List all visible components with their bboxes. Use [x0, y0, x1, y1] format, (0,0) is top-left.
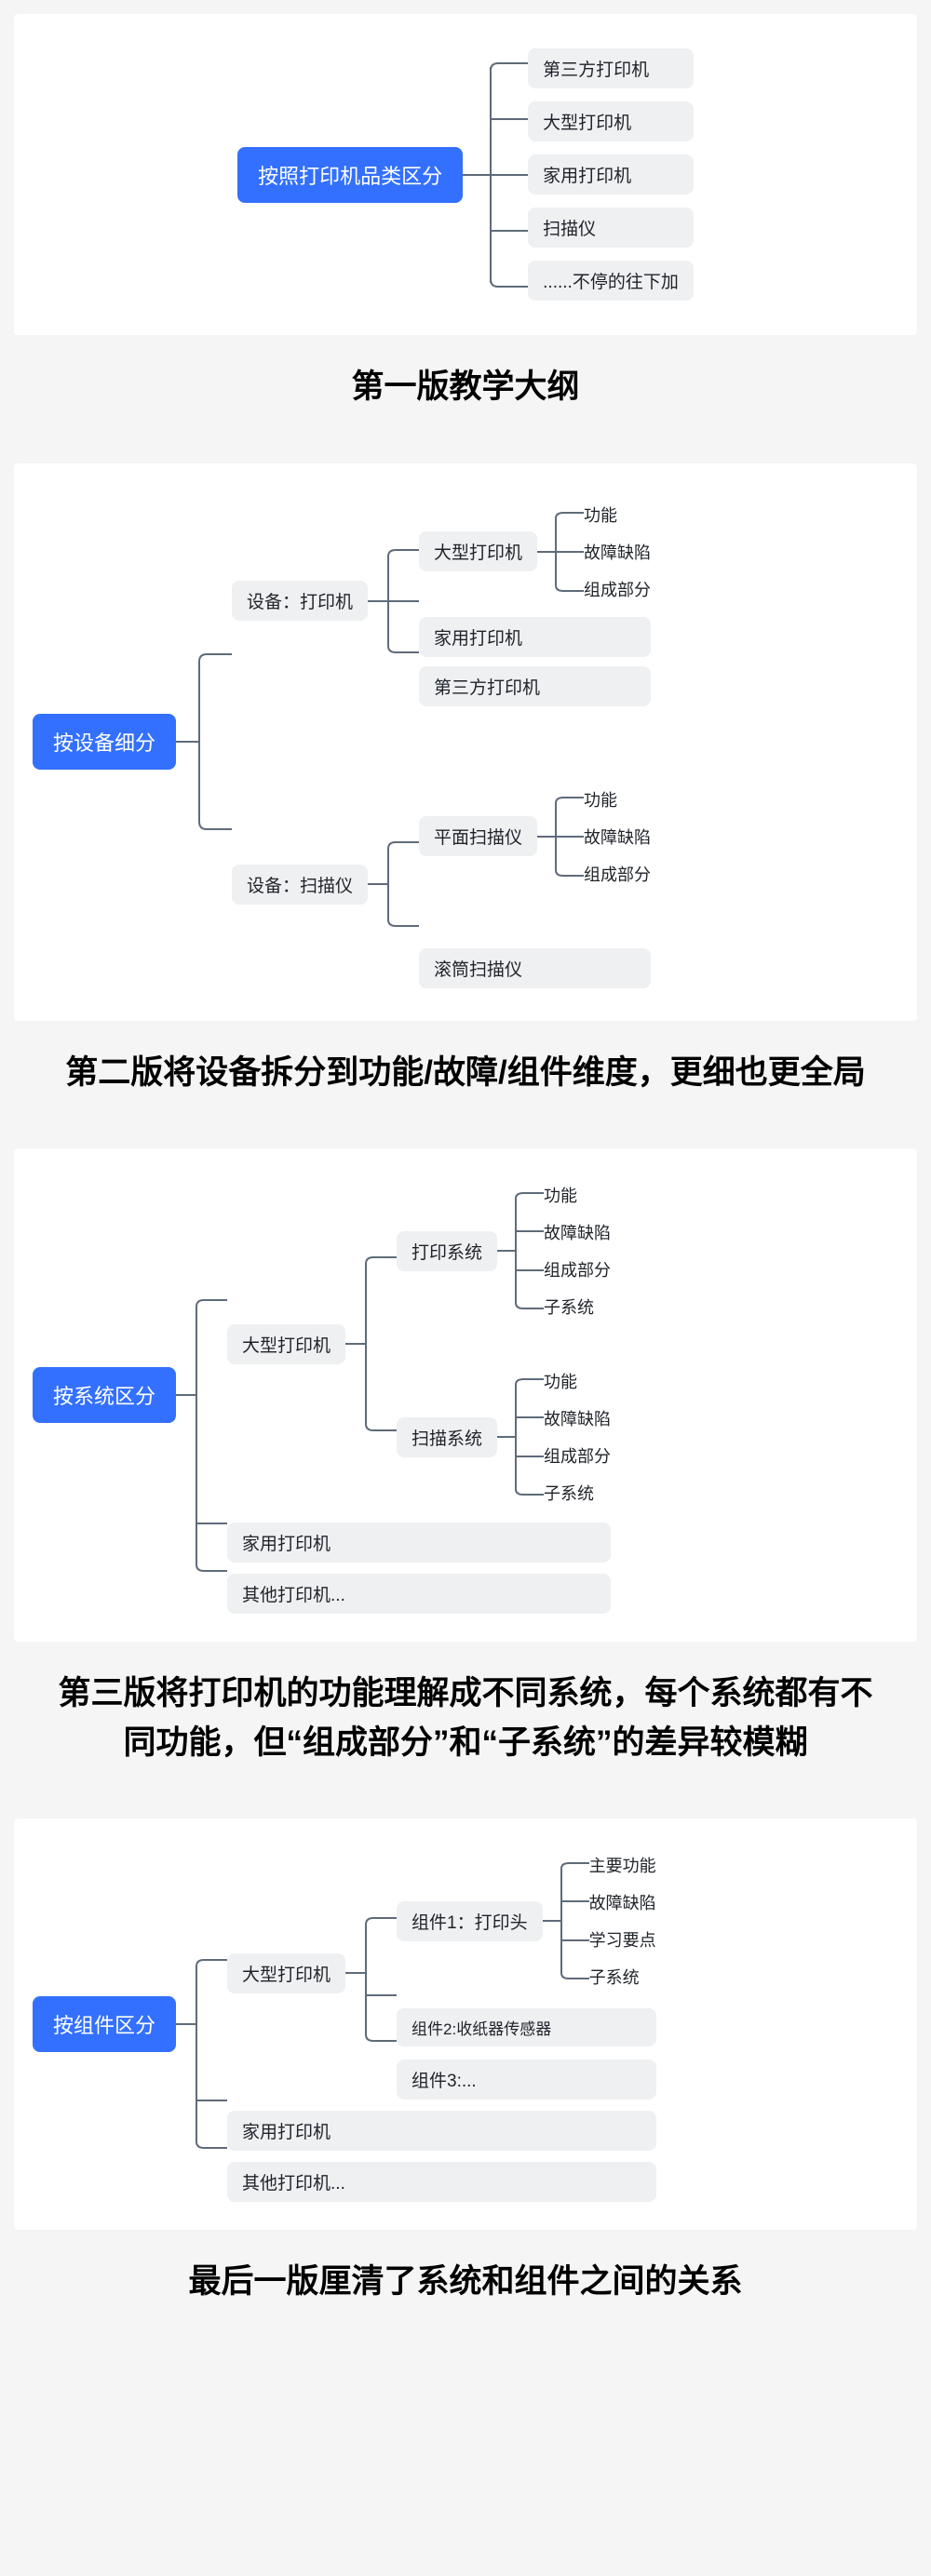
connector	[368, 536, 419, 666]
system-node: 打印系统	[397, 1231, 497, 1271]
level-1: 大型打印机 组件1：打印头 主要功能 故障缺陷 学习要点	[227, 1846, 656, 2202]
type-node: 滚筒扫描仪	[419, 948, 651, 988]
connector	[176, 602, 232, 881]
printer-node: 家用打印机	[227, 1523, 611, 1563]
leaf-group: 功能 故障缺陷 组成部分	[584, 781, 651, 892]
level-1: 大型打印机 打印系统 功能 故障缺陷 组成部分 子系统	[227, 1176, 611, 1614]
component-node: 组件1：打印头	[397, 1901, 543, 1941]
leaf: 组成部分	[584, 860, 651, 888]
leaf-group: 功能 故障缺陷 组成部分 子系统	[544, 1362, 611, 1511]
child-node: 扫描仪	[528, 208, 694, 248]
leaf: 子系统	[589, 1963, 656, 1991]
leaf: 功能	[584, 785, 651, 813]
root-node: 按系统区分	[33, 1367, 176, 1423]
caption-1: 第一版教学大纲	[0, 349, 931, 449]
caption-3: 第三版将打印机的功能理解成不同系统，每个系统都有不同功能，但“组成部分”和“子系…	[0, 1656, 931, 1805]
component-node: 组件3:...	[397, 2059, 656, 2100]
connector	[345, 1880, 397, 2066]
leaf: 功能	[584, 501, 651, 529]
leaf: 子系统	[544, 1479, 611, 1507]
root-node: 按照打印机品类区分	[237, 147, 463, 203]
leaf: 主要功能	[589, 1851, 656, 1879]
leaf: 功能	[544, 1181, 611, 1209]
child-node: 大型打印机	[528, 101, 694, 141]
type-node: 家用打印机	[419, 617, 651, 657]
leaf: 故障缺陷	[589, 1888, 656, 1916]
leaf: 功能	[544, 1367, 611, 1395]
connector	[543, 1856, 589, 1986]
leaf: 组成部分	[544, 1442, 611, 1469]
diagram-3: 按系统区分 大型打印机 打印系统 功能	[14, 1148, 917, 1642]
printer-node: 其他打印机...	[227, 1574, 611, 1614]
leaf-group: 功能 故障缺陷 组成部分 子系统	[544, 1176, 611, 1325]
root-node: 按设备细分	[33, 714, 176, 770]
leaf: 故障缺陷	[544, 1218, 611, 1246]
caption-2: 第二版将设备拆分到功能/故障/组件维度，更细也更全局	[0, 1035, 931, 1135]
system-node: 扫描系统	[397, 1417, 497, 1457]
leaf-group: 主要功能 故障缺陷 学习要点 子系统	[589, 1846, 656, 1995]
printer-node: 其他打印机...	[227, 2162, 656, 2202]
connector	[345, 1195, 397, 1493]
connector	[176, 1875, 227, 2173]
diagram-4: 按组件区分 大型打印机 组件1：打印头 主要功能	[14, 1818, 917, 2230]
printer-node: 大型打印机	[227, 1324, 345, 1364]
leaf: 组成部分	[584, 575, 651, 603]
connector	[176, 1190, 227, 1600]
child-node: 第三方打印机	[528, 48, 694, 88]
type-node: 第三方打印机	[419, 666, 651, 706]
leaf: 故障缺陷	[584, 823, 651, 851]
root-node: 按组件区分	[33, 1996, 176, 2052]
leaf: 故障缺陷	[544, 1404, 611, 1432]
connector	[537, 790, 584, 883]
type-node: 大型打印机	[419, 531, 537, 571]
leaf: 组成部分	[544, 1255, 611, 1283]
connector	[537, 505, 584, 598]
device-node: 设备：扫描仪	[232, 865, 368, 905]
diagram-1: 按照打印机品类区分 第三方打印机 大型打印机 家用打印机 扫描仪 ......不…	[14, 14, 917, 335]
device-node: 设备：打印机	[232, 581, 368, 621]
printer-types: 大型打印机 功能 故障缺陷 组成部分 家用打印机 第三方打印机	[419, 491, 651, 711]
leaf: 学习要点	[589, 1925, 656, 1953]
type-node: 平面扫描仪	[419, 816, 537, 856]
diagram-2: 按设备细分 设备：打印机 大型打印机 功能	[14, 463, 917, 1021]
level-1: 设备：打印机 大型打印机 功能 故障缺陷 组成部分	[232, 491, 651, 993]
leaf: 故障缺陷	[584, 538, 651, 566]
connector	[368, 828, 419, 940]
systems: 打印系统 功能 故障缺陷 组成部分 子系统 扫描系统	[397, 1176, 611, 1511]
printer-node: 家用打印机	[227, 2111, 656, 2151]
components: 组件1：打印头 主要功能 故障缺陷 学习要点 子系统 组件2:收纸器传感器 组件…	[397, 1846, 656, 2100]
leaf: 子系统	[544, 1293, 611, 1321]
caption-4: 最后一版厘清了系统和组件之间的关系	[0, 2244, 931, 2344]
component-node: 组件2:收纸器传感器	[397, 2008, 656, 2046]
child-node: 家用打印机	[528, 154, 694, 195]
scanner-types: 平面扫描仪 功能 故障缺陷 组成部分 滚筒扫描仪	[419, 776, 651, 993]
children: 第三方打印机 大型打印机 家用打印机 扫描仪 ......不停的往下加	[528, 42, 694, 307]
child-node: ......不停的往下加	[528, 261, 694, 301]
printer-node: 大型打印机	[227, 1953, 345, 1993]
leaf-group: 功能 故障缺陷 组成部分	[584, 496, 651, 608]
connector	[497, 1372, 544, 1502]
connector	[463, 45, 528, 305]
connector	[497, 1186, 544, 1316]
